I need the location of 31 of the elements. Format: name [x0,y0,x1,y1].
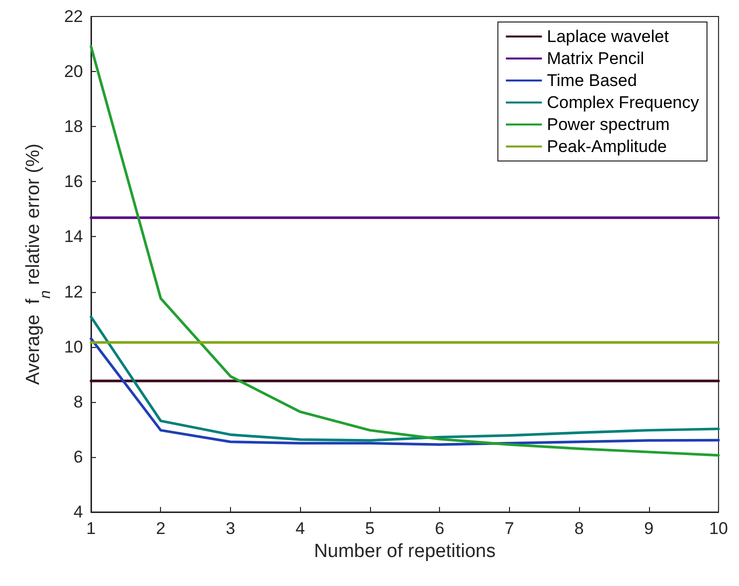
y-tick-label: 20 [64,62,83,82]
x-tick-label: 2 [156,519,166,538]
legend-label: Power spectrum [546,115,670,134]
y-tick-label: 12 [64,282,83,302]
x-tick-label: 9 [644,519,654,538]
y-tick-label: 22 [64,7,83,26]
legend-label: Time Based [546,71,637,90]
y-tick-label: 8 [74,392,83,412]
y-tick-label: 6 [74,447,83,466]
x-tick-label: 4 [295,519,305,538]
y-tick-label: 10 [64,337,83,356]
legend-label: Complex Frequency [546,93,700,112]
legend-label: Laplace wavelet [546,27,670,46]
x-tick-label: 10 [709,519,728,538]
y-tick-label: 18 [64,117,83,136]
line-series [90,337,720,446]
x-axis-title: Number of repetitions [314,541,496,562]
y-tick-label: 14 [64,227,83,246]
y-tick-label: 4 [74,502,83,522]
x-tick-label: 8 [574,519,584,538]
line-series [90,316,720,442]
line-series [90,45,720,457]
x-tick-label: 5 [365,519,375,538]
legend-label: Matrix Pencil [546,49,644,68]
y-tick-label: 16 [64,172,83,192]
x-tick-label: 3 [226,519,236,538]
x-tick-label: 1 [86,519,96,538]
legend-label: Peak-Amplitude [546,137,667,156]
x-tick-label: 6 [434,519,444,538]
x-tick-label: 7 [504,519,514,538]
y-axis-title: Average fn relative error (%) [23,144,54,385]
